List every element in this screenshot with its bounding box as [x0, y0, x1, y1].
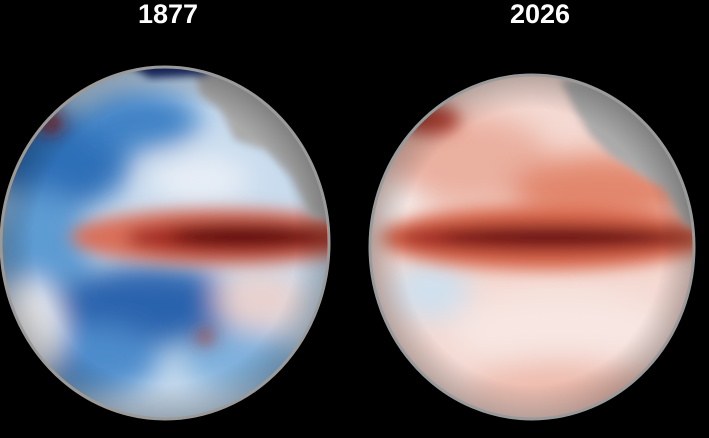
globe-edge — [0, 65, 331, 421]
globe-edge — [368, 73, 696, 421]
panel-title: 2026 — [510, 0, 570, 29]
panel-title: 1877 — [138, 0, 198, 29]
globe-2026 — [370, 75, 694, 419]
